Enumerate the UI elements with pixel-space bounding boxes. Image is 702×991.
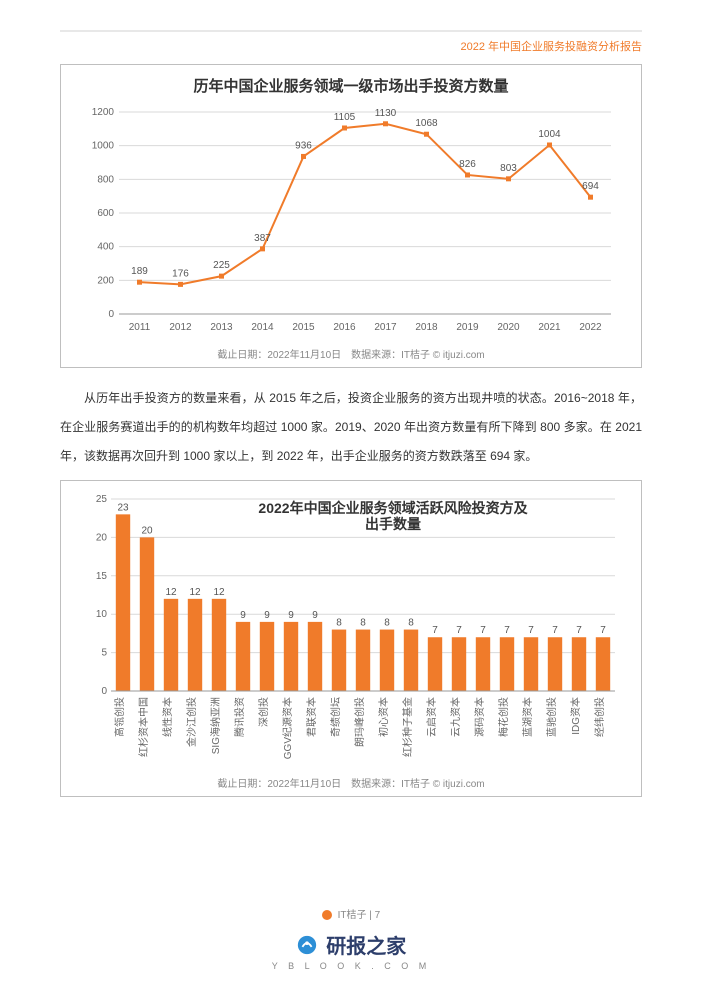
svg-text:600: 600 — [97, 208, 114, 219]
svg-text:8: 8 — [384, 618, 390, 629]
footer-brand: IT桔子 — [338, 910, 367, 921]
svg-text:蓝湖资本: 蓝湖资本 — [521, 697, 534, 737]
svg-text:200: 200 — [97, 275, 114, 286]
svg-text:1000: 1000 — [92, 141, 115, 152]
svg-text:蓝驰创投: 蓝驰创投 — [545, 697, 558, 737]
svg-text:源码资本: 源码资本 — [473, 697, 486, 737]
chart1-footer: 截止日期：2022年11月10日 数据来源：IT桔子 © itjuzi.com — [73, 346, 629, 361]
svg-text:936: 936 — [295, 140, 312, 151]
svg-text:出手数量: 出手数量 — [365, 516, 421, 532]
svg-text:金沙江创投: 金沙江创投 — [185, 697, 198, 747]
svg-text:梅花创投: 梅花创投 — [497, 697, 510, 737]
svg-text:225: 225 — [213, 260, 230, 271]
svg-text:25: 25 — [96, 494, 108, 505]
svg-text:5: 5 — [101, 648, 107, 659]
top-rule — [60, 30, 642, 32]
svg-text:君联资本: 君联资本 — [305, 697, 318, 737]
svg-text:9: 9 — [312, 610, 318, 621]
svg-text:线性资本: 线性资本 — [161, 697, 174, 737]
svg-text:826: 826 — [459, 159, 476, 170]
svg-text:7: 7 — [504, 626, 510, 637]
watermark-text: 研报之家 — [326, 936, 406, 958]
svg-text:7: 7 — [552, 626, 558, 637]
chart2-container: 0 5 10 15 20 25 2022年中国企业服务领域活跃风险投资方及出手数量 23 20 1… — [60, 480, 642, 797]
svg-text:奇绩创坛: 奇绩创坛 — [329, 697, 342, 737]
chart1-line-chart: 0 200 400 600 800 1000 1200 2011 2012 2013 2014 201… — [73, 102, 629, 342]
svg-text:2013: 2013 — [210, 322, 233, 333]
svg-text:2016: 2016 — [333, 322, 356, 333]
svg-text:云九资本: 云九资本 — [449, 697, 462, 737]
svg-text:7: 7 — [432, 626, 438, 637]
footer-logo-icon — [322, 910, 332, 920]
svg-text:1068: 1068 — [415, 118, 438, 129]
svg-text:7: 7 — [576, 626, 582, 637]
svg-text:2011: 2011 — [129, 322, 151, 333]
svg-text:SIG海纳亚洲: SIG海纳亚洲 — [209, 697, 222, 754]
svg-text:经纬创投: 经纬创投 — [593, 697, 606, 737]
svg-text:2019: 2019 — [456, 322, 479, 333]
svg-text:0: 0 — [101, 686, 107, 697]
chart1-title: 历年中国企业服务领域一级市场出手投资方数量 — [73, 75, 629, 96]
svg-text:23: 23 — [117, 503, 129, 514]
svg-text:176: 176 — [172, 268, 189, 279]
svg-text:10: 10 — [96, 610, 108, 621]
svg-text:800: 800 — [97, 174, 114, 185]
svg-text:9: 9 — [288, 610, 294, 621]
chart2-bar-chart: 0 5 10 15 20 25 2022年中国企业服务领域活跃风险投资方及出手数量 23 20 1… — [73, 491, 629, 771]
svg-text:2012: 2012 — [169, 322, 192, 333]
svg-text:12: 12 — [165, 587, 177, 598]
svg-text:红杉种子基金: 红杉种子基金 — [401, 697, 414, 757]
svg-text:15: 15 — [96, 571, 108, 582]
svg-text:387: 387 — [254, 233, 271, 244]
svg-text:GGV纪源资本: GGV纪源资本 — [281, 697, 294, 759]
svg-text:2022: 2022 — [579, 322, 602, 333]
svg-text:20: 20 — [96, 533, 108, 544]
svg-text:红杉资本中国: 红杉资本中国 — [137, 697, 150, 757]
svg-text:1004: 1004 — [538, 129, 561, 140]
svg-text:20: 20 — [141, 526, 153, 537]
svg-text:云启资本: 云启资本 — [425, 697, 438, 737]
svg-text:7: 7 — [480, 626, 486, 637]
svg-text:2014: 2014 — [251, 322, 274, 333]
svg-text:2018: 2018 — [415, 322, 438, 333]
svg-text:2021: 2021 — [538, 322, 561, 333]
svg-text:8: 8 — [408, 618, 414, 629]
chart1-container: 历年中国企业服务领域一级市场出手投资方数量 0 200 400 600 800 1000 1… — [60, 64, 642, 368]
watermark-icon — [296, 934, 318, 956]
svg-text:腾讯投资: 腾讯投资 — [233, 697, 246, 737]
svg-text:2017: 2017 — [374, 322, 397, 333]
svg-text:2022年中国企业服务领域活跃风险投资方及: 2022年中国企业服务领域活跃风险投资方及 — [258, 500, 528, 516]
svg-text:2020: 2020 — [497, 322, 520, 333]
svg-text:1105: 1105 — [334, 112, 356, 123]
svg-text:0: 0 — [108, 309, 114, 320]
page-footer: IT桔子 | 7 — [0, 906, 702, 921]
svg-text:深创投: 深创投 — [257, 697, 270, 727]
watermark: 研报之家 Y B L O O K . C O M — [0, 930, 702, 971]
watermark-sub: Y B L O O K . C O M — [0, 961, 702, 971]
chart2-footer: 截止日期：2022年11月10日 数据来源：IT桔子 © itjuzi.com — [73, 775, 629, 790]
svg-text:7: 7 — [456, 626, 462, 637]
svg-text:2015: 2015 — [292, 322, 315, 333]
svg-text:12: 12 — [189, 587, 201, 598]
svg-text:初心资本: 初心资本 — [377, 697, 390, 737]
svg-text:IDG资本: IDG资本 — [569, 697, 582, 735]
svg-text:8: 8 — [360, 618, 366, 629]
svg-text:7: 7 — [600, 626, 606, 637]
svg-text:朗玛峰创投: 朗玛峰创投 — [353, 697, 366, 747]
svg-text:400: 400 — [97, 242, 114, 253]
svg-text:12: 12 — [213, 587, 225, 598]
svg-text:803: 803 — [500, 163, 517, 174]
svg-text:694: 694 — [582, 181, 599, 192]
report-title: 2022 年中国企业服务投融资分析报告 — [60, 38, 642, 54]
svg-text:1130: 1130 — [375, 108, 397, 119]
svg-text:1200: 1200 — [92, 107, 115, 118]
svg-text:9: 9 — [264, 610, 270, 621]
svg-text:8: 8 — [336, 618, 342, 629]
svg-text:189: 189 — [131, 266, 148, 277]
body-paragraph: 从历年出手投资方的数量来看，从 2015 年之后，投资企业服务的资方出现井喷的状… — [60, 384, 642, 470]
svg-text:7: 7 — [528, 626, 534, 637]
svg-text:9: 9 — [240, 610, 246, 621]
svg-text:高瓴创投: 高瓴创投 — [113, 697, 126, 737]
footer-page-number: 7 — [375, 910, 381, 921]
